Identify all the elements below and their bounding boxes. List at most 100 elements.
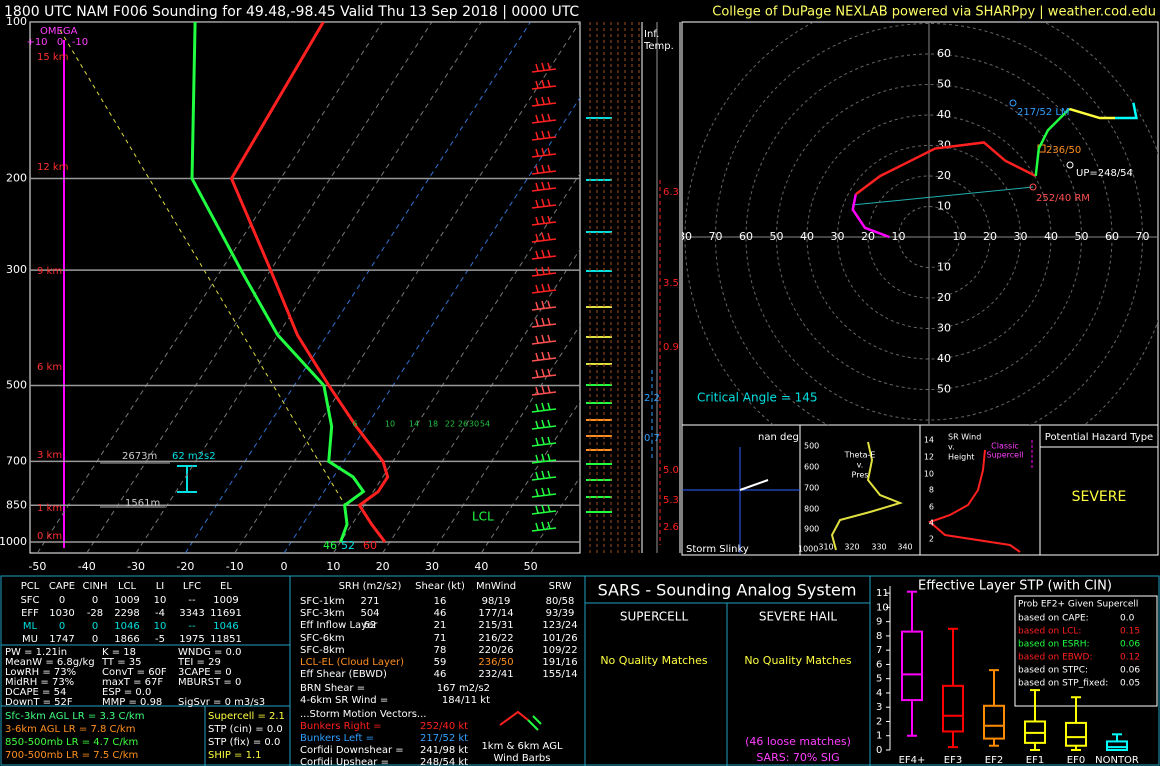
label: 8 [929,486,934,495]
label: MBURST = 0 [178,677,241,688]
y-tick-label: 7 [876,645,882,656]
label: 4 [929,519,934,528]
wind-barb [531,266,557,277]
label: CINH [83,581,108,592]
label: DCAPE = 54 [5,687,66,698]
label: 80/58 [546,596,575,607]
label: v. [857,461,864,470]
ring-label: 70 [709,230,723,243]
label: Bunkers Left = [300,733,374,744]
label: 10 [154,621,167,632]
hodo-trace [851,194,890,239]
label: 2 [929,535,934,544]
label: 98/19 [482,596,511,607]
label: 700-500mb LR = 7.5 C/km [5,750,138,761]
label: SEVERE HAIL [759,610,837,624]
label: 62 [364,620,377,631]
label: 0 [59,621,65,632]
label: 155/14 [542,669,577,680]
label: nan deg [758,432,799,443]
label: STP (fix) = 0.0 [208,737,280,748]
label: 900 [804,525,819,534]
label: 0.06 [1120,666,1140,676]
ring-label: 60 [739,230,753,243]
label: 0.06 [1120,640,1140,650]
label: MeanW = 6.8g/kg [5,657,95,668]
label: 0.15 [1120,627,1140,637]
label: 1046 [213,621,238,632]
label: 10 [924,470,934,479]
x-tick-label: -30 [127,560,145,573]
label: TEI = 29 [177,657,221,668]
wind-barb [531,249,557,260]
label: ...Storm Motion Vectors... [300,709,426,720]
label: K = 18 [102,647,136,658]
label: 60 [363,539,377,552]
label: Critical Angle = 145 [697,391,818,405]
temperature-line [229,22,390,543]
wind-barb [531,181,557,192]
label: 10 [154,595,167,606]
label: 0 [92,634,98,645]
barb-sample [499,710,542,731]
label: CAPE [49,581,75,592]
label: 191/16 [542,657,577,668]
ring-label: 10 [937,200,951,213]
wind-barb [531,198,557,209]
y-tick-label: 1000 [0,535,27,548]
label: No Quality Matches [744,654,852,667]
label: 1000 [798,545,818,554]
label: 217/52 kt [420,733,468,744]
label: Classic [991,442,1019,451]
label: 177/14 [478,608,513,619]
isotherm [86,22,433,553]
label: SR Wind [948,433,981,442]
skewt-plot [30,22,580,553]
x-tick-label: EF3 [944,755,962,766]
isotherm [36,22,383,553]
label: 1747 [49,634,74,645]
label: 0.12 [1120,653,1140,663]
label: 109/22 [542,645,577,656]
wind-barb [531,79,557,90]
hodo-trace [855,141,1037,196]
ring-label: 40 [937,352,951,365]
wind-barb [531,487,557,498]
label: LI [156,581,165,592]
label: 232/41 [478,669,513,680]
label: +10 [26,37,47,48]
label: Shear (kt) [415,581,465,592]
label: SARS: 70% SIG [756,751,839,764]
hodo-markers [851,99,1074,206]
label: LowRH = 73% [5,667,76,678]
label: Supercell [986,451,1023,460]
ring-label: 20 [983,230,997,243]
label: 0.7 [644,433,660,444]
wind-barb [531,453,557,464]
label: 2.6 [663,522,679,533]
wind-barb [531,402,557,413]
label: Sfc-3km AGL LR = 3.3 C/km [5,711,144,722]
title: 1800 UTC NAM F006 Sounding for 49.48,-98… [4,4,579,20]
label: 3343 [179,608,204,619]
label: 800 [804,505,819,514]
isotherm [234,22,580,553]
label: 62 m2s2 [172,451,216,462]
label: 18 [428,420,438,429]
label: 15 km [37,52,68,63]
y-tick-label: 0 [876,745,882,756]
x-tick-label: -20 [176,560,194,573]
label: 310 [818,543,833,552]
wind-barb [531,215,557,226]
box [942,684,964,733]
label: based on LCL: [1018,627,1081,637]
ring-label: 40 [937,108,951,121]
x-tick-label: 40 [474,560,488,573]
label: 12 km [37,162,68,173]
label: 10 [385,420,395,429]
label: 78 [434,645,447,656]
label: 236/50 [1046,145,1081,156]
box [1106,740,1128,752]
label: 220/26 [478,645,513,656]
label: 11851 [210,634,242,645]
